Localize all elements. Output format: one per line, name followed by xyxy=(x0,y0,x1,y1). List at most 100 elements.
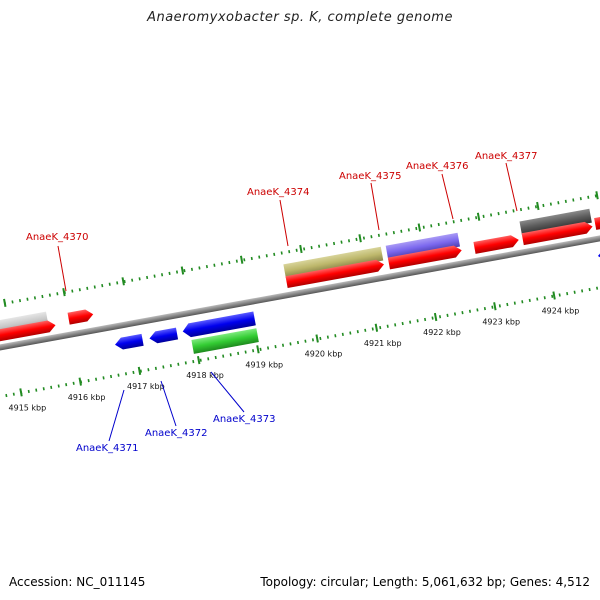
minor-tick xyxy=(198,266,201,270)
minor-tick xyxy=(101,284,104,288)
gene-arrow-red-4374 xyxy=(285,259,384,289)
minor-tick xyxy=(468,309,472,313)
minor-tick xyxy=(146,275,149,280)
minor-tick xyxy=(108,282,111,286)
minor-tick xyxy=(549,202,552,206)
minor-tick xyxy=(168,271,171,276)
minor-tick xyxy=(229,353,232,357)
tick-label: 4924 kbp xyxy=(542,307,580,316)
minor-tick xyxy=(483,306,486,311)
minor-tick xyxy=(102,376,105,380)
minor-tick xyxy=(527,206,530,210)
gene-arrow-blue-4372 xyxy=(149,327,179,344)
minor-tick xyxy=(205,264,208,269)
minor-tick xyxy=(558,293,561,297)
major-tick xyxy=(493,302,497,311)
minor-tick xyxy=(109,374,113,379)
minor-tick xyxy=(273,252,276,256)
tick-label: 4918 kbp xyxy=(186,371,224,380)
minor-tick xyxy=(438,315,442,319)
minor-tick xyxy=(407,228,410,232)
tick-label: 4915 kbp xyxy=(9,404,47,413)
minor-tick xyxy=(117,373,120,377)
minor-tick-row-bottom xyxy=(5,286,599,398)
major-tick xyxy=(299,244,303,254)
minor-tick-row-top xyxy=(3,194,597,305)
minor-tick xyxy=(50,385,53,390)
minor-tick xyxy=(424,317,427,322)
reverse-strand-genes xyxy=(115,245,600,354)
major-tick xyxy=(3,298,7,307)
minor-tick xyxy=(551,294,554,298)
minor-tick xyxy=(364,328,367,332)
minor-tick xyxy=(416,319,419,323)
minor-tick xyxy=(26,297,29,301)
minor-tick xyxy=(588,287,591,292)
minor-tick xyxy=(430,224,433,228)
minor-tick xyxy=(332,241,336,246)
leader-line-4374 xyxy=(279,199,289,247)
leader-line-4373 xyxy=(210,371,245,413)
minor-tick xyxy=(244,350,247,354)
minor-tick xyxy=(252,349,255,353)
minor-tick xyxy=(56,292,59,296)
minor-tick xyxy=(596,286,599,290)
minor-tick xyxy=(175,270,179,274)
major-tick xyxy=(19,388,23,397)
minor-tick xyxy=(132,370,135,375)
minor-tick xyxy=(304,339,307,343)
gene-arrow-red-4377 xyxy=(521,221,593,246)
minor-tick xyxy=(153,274,156,278)
minor-tick xyxy=(303,247,306,251)
minor-tick xyxy=(281,343,285,347)
minor-tick xyxy=(453,312,457,316)
minor-tick xyxy=(35,388,38,392)
minor-tick xyxy=(497,211,500,216)
leader-line-4375 xyxy=(370,182,380,231)
gene-arrow-blue-4371 xyxy=(115,333,144,350)
map-title: Anaeromyxobacter sp. K, complete genome xyxy=(147,10,453,25)
gene-arrow-darkgray-4377 xyxy=(519,208,592,236)
leader-line-4372 xyxy=(160,380,177,427)
minor-tick xyxy=(42,387,45,391)
minor-tick xyxy=(235,259,238,263)
minor-tick xyxy=(18,298,22,303)
minor-tick xyxy=(71,289,74,293)
minor-tick xyxy=(534,205,537,209)
minor-tick xyxy=(169,364,172,368)
minor-tick xyxy=(566,292,569,296)
gene-arrow-green-4373 xyxy=(191,328,259,354)
gene-label-4377: AnaeK_4377 xyxy=(475,151,537,162)
minor-tick xyxy=(513,301,516,305)
minor-tick xyxy=(310,245,313,250)
minor-tick xyxy=(311,338,314,342)
minor-tick xyxy=(87,378,90,383)
minor-tick xyxy=(183,269,186,273)
major-tick xyxy=(595,191,599,200)
minor-tick xyxy=(289,342,292,346)
gene-arrow-blue-4373 xyxy=(182,311,256,338)
minor-tick xyxy=(446,313,449,317)
minor-tick xyxy=(370,235,373,239)
minor-tick xyxy=(41,294,44,299)
genome-summary-text: Topology: circular; Length: 5,061,632 bp… xyxy=(260,575,590,589)
minor-tick xyxy=(536,297,539,301)
minor-tick xyxy=(355,237,358,242)
minor-tick xyxy=(377,233,380,237)
major-tick xyxy=(197,355,201,365)
minor-tick xyxy=(521,300,524,304)
tick-label: 4916 kbp xyxy=(68,393,106,402)
minor-tick xyxy=(581,289,584,293)
major-tick xyxy=(433,312,438,322)
gene-labels-top: AnaeK_4370 AnaeK_4374 AnaeK_4375 AnaeK_4… xyxy=(26,151,537,292)
minor-tick xyxy=(445,221,448,225)
minor-tick xyxy=(319,336,322,341)
minor-tick xyxy=(452,220,455,224)
minor-tick xyxy=(33,296,37,300)
gene-label-4373: AnaeK_4373 xyxy=(213,414,275,425)
minor-tick xyxy=(371,327,374,331)
minor-tick xyxy=(288,250,291,254)
major-tick xyxy=(315,334,319,343)
